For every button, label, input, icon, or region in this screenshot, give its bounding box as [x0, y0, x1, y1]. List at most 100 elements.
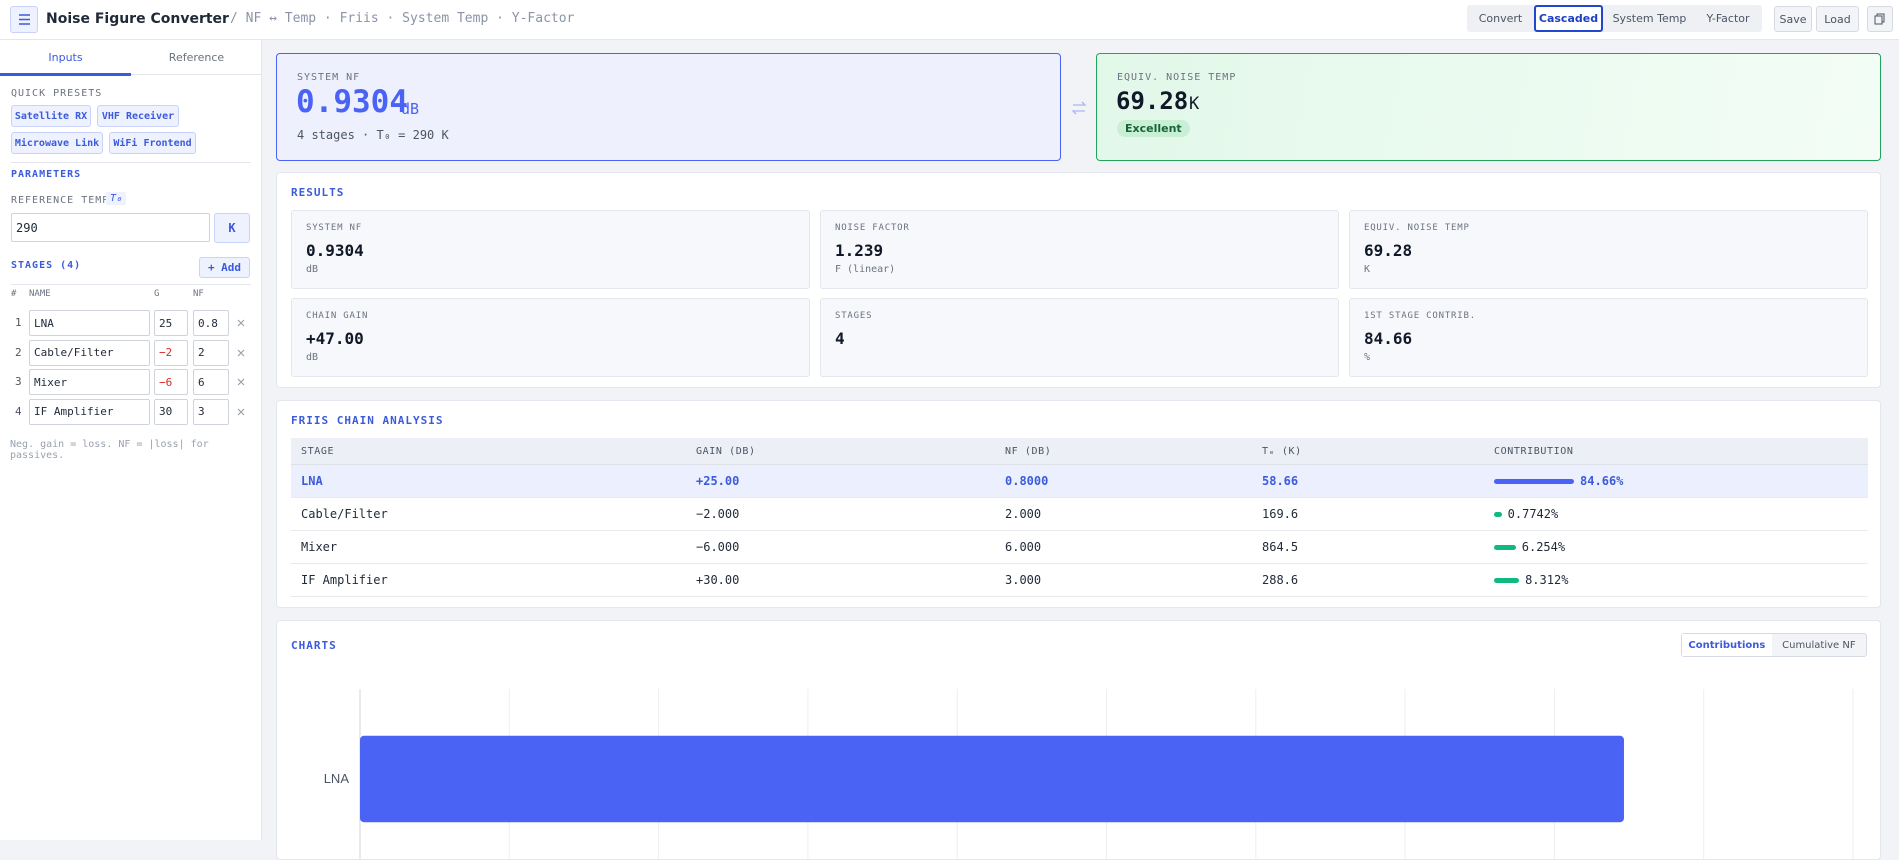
- contribution-label: 6.254%: [1521, 540, 1566, 554]
- table-row: LNA +25.00 0.8000 58.66 84.66%: [291, 465, 1868, 498]
- preset-button[interactable]: Microwave Link: [11, 132, 103, 154]
- tile-label: CHAIN GAIN: [306, 311, 369, 321]
- ref-temp-input[interactable]: [11, 213, 210, 242]
- tile-value: 0.9304: [306, 241, 364, 260]
- tile-unit: dB: [306, 264, 319, 275]
- stage-nf-input[interactable]: [193, 369, 229, 395]
- divider: [11, 284, 251, 285]
- card-label: EQUIV. NOISE TEMP: [1117, 72, 1237, 83]
- contribution-bar: [1494, 578, 1520, 583]
- mode-tab[interactable]: Convert: [1478, 12, 1523, 25]
- stage-nf-input[interactable]: [193, 310, 229, 336]
- stage-index: 3: [15, 375, 22, 388]
- result-tile: CHAIN GAIN +47.00 dB: [291, 298, 810, 377]
- bar: [360, 735, 1624, 823]
- unit-button[interactable]: K: [214, 213, 250, 243]
- card-unit: K: [1189, 94, 1200, 114]
- contribution-label: 84.66%: [1580, 474, 1624, 488]
- result-tile: STAGES 4: [820, 298, 1339, 377]
- column-header: NAME: [29, 289, 51, 299]
- preset-button[interactable]: Satellite RX: [11, 105, 91, 127]
- column-header: #: [11, 289, 17, 299]
- remove-icon: [237, 319, 245, 327]
- remove-stage-button[interactable]: [236, 377, 246, 387]
- result-tile: EQUIV. NOISE TEMP 69.28 K: [1349, 210, 1868, 289]
- table-cell: 864.5: [1262, 540, 1299, 554]
- menu-button[interactable]: [10, 6, 38, 33]
- status-badge: Excellent: [1117, 120, 1190, 137]
- sidebar: QUICK PRESETS PARAMETERS REFERENCE TEMP …: [0, 40, 262, 840]
- top-bar: Noise Figure Converter / NF ↔ Temp · Fri…: [0, 0, 1899, 40]
- mode-tab[interactable]: Cascaded: [1534, 5, 1603, 32]
- result-tile: NOISE FACTOR 1.239 F (linear): [820, 210, 1339, 289]
- tile-unit: K: [1364, 264, 1371, 275]
- action-button[interactable]: Load: [1816, 6, 1859, 32]
- mode-tab[interactable]: System Temp: [1612, 12, 1687, 25]
- preset-button[interactable]: VHF Receiver: [97, 105, 179, 127]
- table-cell: +30.00: [696, 573, 740, 587]
- column-header: STAGE: [301, 446, 335, 457]
- card-unit: dB: [401, 100, 420, 118]
- field-label: REFERENCE TEMP: [11, 195, 110, 206]
- tile-unit: F (linear): [835, 264, 896, 275]
- contribution-bar: [1494, 512, 1502, 517]
- table-cell: 3.000: [1005, 573, 1042, 587]
- sidebar-tab[interactable]: Reference: [168, 50, 225, 64]
- copy-icon: [1874, 13, 1885, 25]
- stage-name-input[interactable]: [29, 339, 150, 366]
- remove-stage-button[interactable]: [236, 318, 246, 328]
- mode-tabs: Convert Cascaded System Temp Y-Factor: [1467, 5, 1762, 32]
- remove-stage-button[interactable]: [236, 407, 246, 417]
- card-value: 69.28: [1116, 87, 1189, 115]
- stage-gain-input[interactable]: [154, 369, 188, 395]
- stage-name-input[interactable]: [29, 398, 150, 425]
- add-stage-button[interactable]: + Add: [199, 257, 250, 278]
- results-panel: RESULTS SYSTEM NF 0.9304 dB NOISE FACTOR 1.2…: [276, 172, 1881, 388]
- copy-button[interactable]: [1867, 6, 1893, 32]
- panel-title: RESULTS: [291, 186, 345, 199]
- table-cell: IF Amplifier: [301, 573, 388, 587]
- card-label: SYSTEM NF: [297, 72, 361, 83]
- preset-button[interactable]: WiFi Frontend: [109, 132, 196, 154]
- table-cell: 2.000: [1005, 507, 1042, 521]
- table-cell: Cable/Filter: [301, 507, 388, 521]
- contribution-label: 0.7742%: [1507, 507, 1559, 521]
- view-button[interactable]: Contributions: [1682, 634, 1772, 656]
- mode-tab[interactable]: Y-Factor: [1706, 12, 1750, 25]
- summary-card: EQUIV. NOISE TEMP 69.28 K Excellent: [1096, 53, 1881, 161]
- section-label: PARAMETERS: [11, 169, 82, 180]
- result-tile: SYSTEM NF 0.9304 dB: [291, 210, 810, 289]
- remove-stage-button[interactable]: [236, 348, 246, 358]
- tile-value: +47.00: [306, 329, 364, 348]
- table-cell: 58.66: [1262, 474, 1299, 488]
- remove-icon: [237, 408, 245, 415]
- stage-index: 1: [15, 316, 22, 329]
- result-tile: 1ST STAGE CONTRIB. 84.66%: [1349, 298, 1868, 377]
- stage-name-input[interactable]: [29, 310, 150, 336]
- panel-title: CHARTS: [291, 639, 337, 652]
- charts-panel: CHARTS Contributions Cumulative NF LNA: [276, 620, 1881, 860]
- column-header: CONTRIBUTION: [1494, 446, 1574, 457]
- action-button[interactable]: Save: [1774, 6, 1812, 32]
- stage-nf-input[interactable]: [193, 339, 229, 366]
- contribution-label: 8.312%: [1525, 573, 1569, 587]
- stage-gain-input[interactable]: [154, 398, 188, 425]
- tile-label: SYSTEM NF: [306, 223, 362, 233]
- summary-card: SYSTEM NF 0.9304 dB 4 stages · T₀ = 290 …: [276, 53, 1061, 161]
- menu-icon: [19, 14, 30, 25]
- sidebar-tab[interactable]: Inputs: [48, 50, 83, 64]
- tile-label: 1ST STAGE CONTRIB.: [1364, 311, 1476, 321]
- stage-gain-input[interactable]: [154, 339, 188, 366]
- table-row: IF Amplifier +30.00 3.000 288.6 8.312%: [291, 564, 1868, 597]
- table-row: Cable/Filter −2.000 2.000 169.6 0.7742%: [291, 498, 1868, 531]
- table-cell: Mixer: [301, 540, 338, 554]
- stage-name-input[interactable]: [29, 369, 150, 395]
- note: Neg. gain = loss. NF = |loss| for passiv…: [10, 439, 209, 461]
- stage-nf-input[interactable]: [193, 398, 229, 425]
- contribution-bar: [1494, 479, 1575, 484]
- tab-underline: [0, 73, 131, 76]
- stage-gain-input[interactable]: [154, 310, 188, 336]
- table-cell: 169.6: [1262, 507, 1299, 521]
- view-button[interactable]: Cumulative NF: [1782, 639, 1856, 651]
- view-toggle: Contributions Cumulative NF: [1681, 633, 1867, 657]
